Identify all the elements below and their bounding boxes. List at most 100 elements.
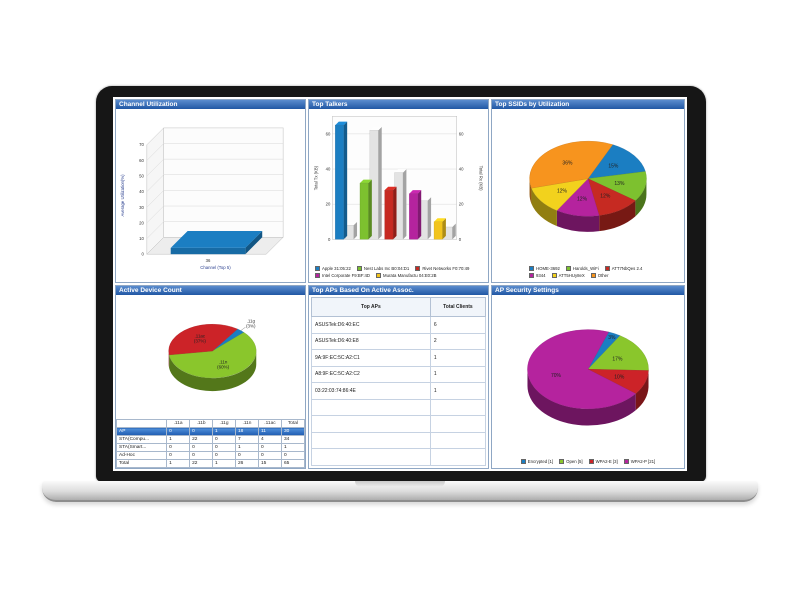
svg-text:30: 30 <box>139 205 144 210</box>
table-cell: AP <box>116 427 168 436</box>
svg-text:12%: 12% <box>557 189 568 195</box>
table-cell: 1 <box>166 435 191 444</box>
table-row[interactable]: 9A:9F:EC:5C:A2:C1 1 <box>311 349 487 367</box>
laptop-base <box>42 481 758 502</box>
svg-text:12%: 12% <box>577 197 588 203</box>
panel-header: Top Talkers <box>309 100 488 109</box>
table-cell: 34 <box>280 435 305 444</box>
table-row[interactable]: 03:22:03:74:86:4E 1 <box>311 382 487 400</box>
legend-swatch <box>588 459 594 464</box>
table-cell: 9A:9F:EC:5C:A2:C1 <box>311 349 431 367</box>
table-cell: 30 <box>280 427 305 436</box>
table-cell <box>311 398 431 417</box>
svg-text:Total Tx (KB): Total Tx (KB) <box>314 165 319 190</box>
table-wrapper: Top APs Total Clients ASUSTek:D6:40:EC 6 ASU… <box>309 295 488 468</box>
table-cell: 1 <box>235 443 259 452</box>
table-header-row: Top APs Total Clients <box>311 296 487 318</box>
panel-title-text: Top SSIDs by Utilization <box>495 101 570 108</box>
table-cell: 0 <box>212 443 237 452</box>
panel-header: Top SSIDs by Utilization <box>492 100 684 109</box>
table-cell: 1 <box>429 349 487 367</box>
table-cell: STA(Compu... <box>116 435 168 444</box>
svg-text:.11g(3%): .11g (3%) <box>246 318 256 328</box>
wifi-analytics-dashboard: Channel Utilization 0 10 20 30 40 50 60 70 36 Cha… <box>113 97 687 471</box>
legend-label: WPA2-E [3] <box>595 459 618 464</box>
legend-swatch <box>529 266 534 271</box>
top-talkers-chart-svg: 0 0 20 20 40 40 60 60 Total Tx (KB) Total Rx (KB) <box>314 116 483 242</box>
legend-label: ATT5HUy8eX <box>558 273 585 278</box>
table-cell: 1 <box>166 459 191 468</box>
legend-item: Open [5] <box>559 459 583 464</box>
table-cell <box>429 415 487 433</box>
legend-label: Harolds_WiFi <box>572 266 599 271</box>
legend-item: Murata Manufactu 04:E0:2B <box>376 273 437 278</box>
chart-legend: Encrypted [1] Open [5] WPA2-E [3] WPA2-P [2… <box>492 458 684 468</box>
svg-text:0: 0 <box>141 252 144 257</box>
legend-label: Apple 31:05:22 <box>322 266 351 271</box>
table-cell: 0 <box>189 443 214 452</box>
legend-item: Harolds_WiFi <box>565 266 599 271</box>
top-talkers-chart: 0 0 20 20 40 40 60 60 Total Tx (KB) Total Rx (KB)… <box>309 109 488 282</box>
panel-header: Channel Utilization <box>116 100 305 109</box>
table-cell: 0 <box>166 451 191 460</box>
legend-label: Other <box>597 273 609 278</box>
table-cell: 0 <box>166 427 191 436</box>
table-row[interactable]: Total 1 22 1 26 15 65 <box>116 459 305 468</box>
svg-text:3%: 3% <box>608 335 616 341</box>
table-cell: Total <box>116 459 168 468</box>
table-row[interactable]: Ad-Hoc 0 0 0 0 0 0 <box>116 451 305 460</box>
legend-item: ATT7NbQes 2.4 <box>604 266 643 271</box>
table-row-empty <box>311 415 487 433</box>
legend-label: ATT7NbQes 2.4 <box>611 266 643 271</box>
table-cell: 1 <box>429 382 487 400</box>
table-cell: 03:22:03:74:86:4E <box>311 382 431 400</box>
table-row-empty <box>311 431 487 450</box>
svg-text:Channel (Top 5): Channel (Top 5) <box>200 265 231 270</box>
svg-text:12%: 12% <box>600 194 611 200</box>
legend-item: WPA2-P [21] <box>623 459 655 464</box>
legend-swatch <box>559 459 565 464</box>
svg-text:20: 20 <box>459 202 464 207</box>
panel-top-aps: Top APs Based On Active Assoc. Top APs To… <box>308 285 489 469</box>
table-row[interactable]: STA(Compu... 1 22 0 7 4 34 <box>116 435 305 444</box>
panel-title-text: Top APs Based On Active Assoc. <box>312 287 414 294</box>
legend-label: Rivet Networks F0:70:49 <box>422 266 470 271</box>
panel-header: AP Security Settings <box>492 286 684 295</box>
table-cell <box>311 415 431 433</box>
legend-item: Apple 31:05:22 <box>315 266 351 271</box>
svg-text:70: 70 <box>139 142 144 147</box>
table-cell: 1 <box>429 365 487 384</box>
table-row[interactable]: STA(Smart... 0 0 0 1 0 1 <box>116 443 305 452</box>
legend-label: HOME-3692 <box>536 266 560 271</box>
table-cell: 0 <box>280 451 305 460</box>
table-cell <box>429 431 487 450</box>
svg-text:40: 40 <box>139 189 144 194</box>
legend-item: HOME-3692 <box>529 266 560 271</box>
table-row[interactable]: ASUSTek:D6:40:EC 6 <box>311 316 487 334</box>
chart-legend: HOME-3692 Harolds_WiFi ATT7NbQes 2.4 9344 AT… <box>523 265 653 282</box>
table-cell <box>429 448 487 466</box>
table-cell: 2 <box>429 332 487 351</box>
table-cell: A8:9F:EC:5C:A2:C2 <box>311 365 431 384</box>
svg-text:70%: 70% <box>551 373 562 379</box>
column-header: .11n <box>235 419 259 428</box>
column-header: Total <box>280 419 305 428</box>
legend-swatch <box>529 273 534 278</box>
table-cell: 65 <box>280 459 305 468</box>
column-header <box>116 419 168 428</box>
table-row[interactable]: AP 0 0 1 18 11 30 <box>116 427 305 436</box>
table-cell: 4 <box>257 435 282 444</box>
table-row[interactable]: ASUSTek:D6:40:E8 2 <box>311 332 487 351</box>
ssid-pie-svg: 15% 13% 12% 12% 12% 36% <box>529 140 647 232</box>
column-header: Top APs <box>311 296 431 318</box>
panel-title-text: Top Talkers <box>312 101 348 108</box>
svg-text:Average Utilization(%): Average Utilization(%) <box>120 174 125 217</box>
table-row[interactable]: A8:9F:EC:5C:A2:C2 1 <box>311 365 487 384</box>
table-cell: 0 <box>257 443 282 452</box>
legend-label: 9344 <box>536 273 546 278</box>
security-pie-svg: 3% 17% 10% 70% <box>527 329 649 426</box>
legend-swatch <box>565 266 571 271</box>
legend-swatch <box>604 266 610 271</box>
panel-header: Top APs Based On Active Assoc. <box>309 286 488 295</box>
legend-label: Intel Corporate F9:BF:4D <box>322 273 371 278</box>
